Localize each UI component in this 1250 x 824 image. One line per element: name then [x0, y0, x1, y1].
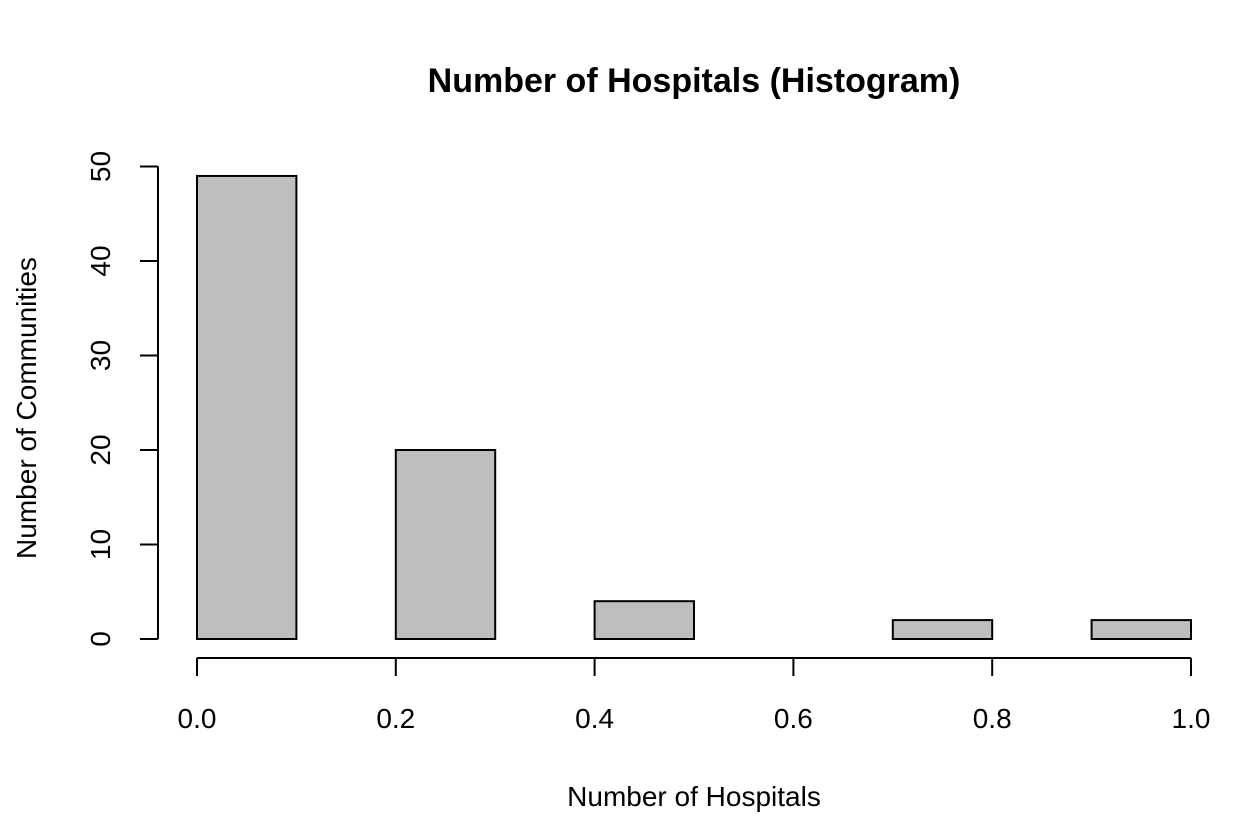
histogram-bar-9 [1090, 619, 1192, 640]
x-tick-label: 0.0 [178, 703, 217, 734]
x-axis: 0.0 0.2 0.4 0.6 0.8 1.0 [178, 657, 1211, 734]
y-tick-label: 50 [85, 151, 116, 182]
chart-title: Number of Hospitals (Histogram) [428, 62, 961, 100]
y-axis: 0 10 20 30 40 50 [85, 151, 159, 647]
y-tick-label: 10 [85, 529, 116, 560]
x-tick-label: 1.0 [1172, 703, 1211, 734]
y-axis-label: Number of Communities [11, 257, 42, 559]
x-tick-label: 0.4 [575, 703, 614, 734]
histogram-bar-4 [593, 600, 695, 641]
y-tick-label: 40 [85, 245, 116, 276]
histogram-bar-2 [394, 449, 497, 640]
y-tick-label: 0 [85, 631, 116, 647]
x-tick-label: 0.8 [973, 703, 1012, 734]
y-tick-label: 30 [85, 340, 116, 371]
x-axis-label: Number of Hospitals [567, 781, 821, 812]
y-tick-label: 20 [85, 434, 116, 465]
x-tick-label: 0.2 [376, 703, 415, 734]
bars-group [196, 174, 1192, 641]
histogram-bar-0 [196, 174, 298, 640]
histogram-bar-7 [891, 619, 994, 640]
x-tick-label: 0.6 [774, 703, 813, 734]
